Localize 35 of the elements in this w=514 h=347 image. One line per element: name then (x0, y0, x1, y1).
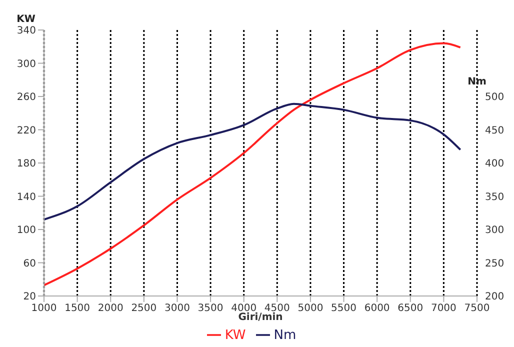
x-tick-label: 1000 (31, 303, 57, 314)
y2-tick-label: 400 (485, 158, 504, 170)
x-tick-label: 2500 (131, 303, 157, 314)
x-tick-label: 3500 (198, 303, 224, 314)
y-axis-title: KW (16, 14, 36, 25)
legend-label: KW (224, 328, 246, 343)
y2-tick-label: 300 (485, 225, 504, 236)
y2-axis-title: Nm (468, 76, 486, 88)
x-tick-label: 5000 (298, 303, 324, 314)
y2-tick-label: 200 (485, 292, 504, 303)
y2-tick-label: 450 (485, 125, 504, 136)
y-tick-label: 60 (23, 258, 36, 270)
y-tick-label: 20 (23, 292, 36, 303)
line-series (44, 102, 462, 221)
x-tick-label: 2000 (98, 303, 124, 314)
y2-tick-label: 350 (485, 192, 504, 203)
x-tick-label: 5500 (331, 303, 356, 314)
y-tick-label: 220 (16, 125, 36, 136)
y-tick-label: 340 (16, 26, 36, 37)
x-tick-label: 6500 (398, 303, 424, 314)
x-tick-label: 7500 (464, 303, 490, 314)
y-tick-label: 260 (16, 92, 36, 104)
x-tick-label: 3000 (164, 303, 190, 314)
x-tick-label: 7000 (430, 303, 456, 314)
line-series (44, 42, 462, 286)
legend-label: Nm (274, 328, 296, 343)
y-tick-label: 300 (16, 58, 36, 70)
y2-tick-label: 250 (485, 258, 504, 270)
y2-tick-label: 500 (485, 92, 504, 104)
y-tick-label: 100 (16, 225, 36, 236)
x-axis-title: Giri/min (238, 312, 283, 323)
x-tick-label: 6000 (364, 303, 390, 314)
y-tick-label: 140 (16, 192, 36, 203)
x-tick-label: 1500 (64, 303, 90, 314)
y-tick-label: 180 (16, 158, 36, 170)
